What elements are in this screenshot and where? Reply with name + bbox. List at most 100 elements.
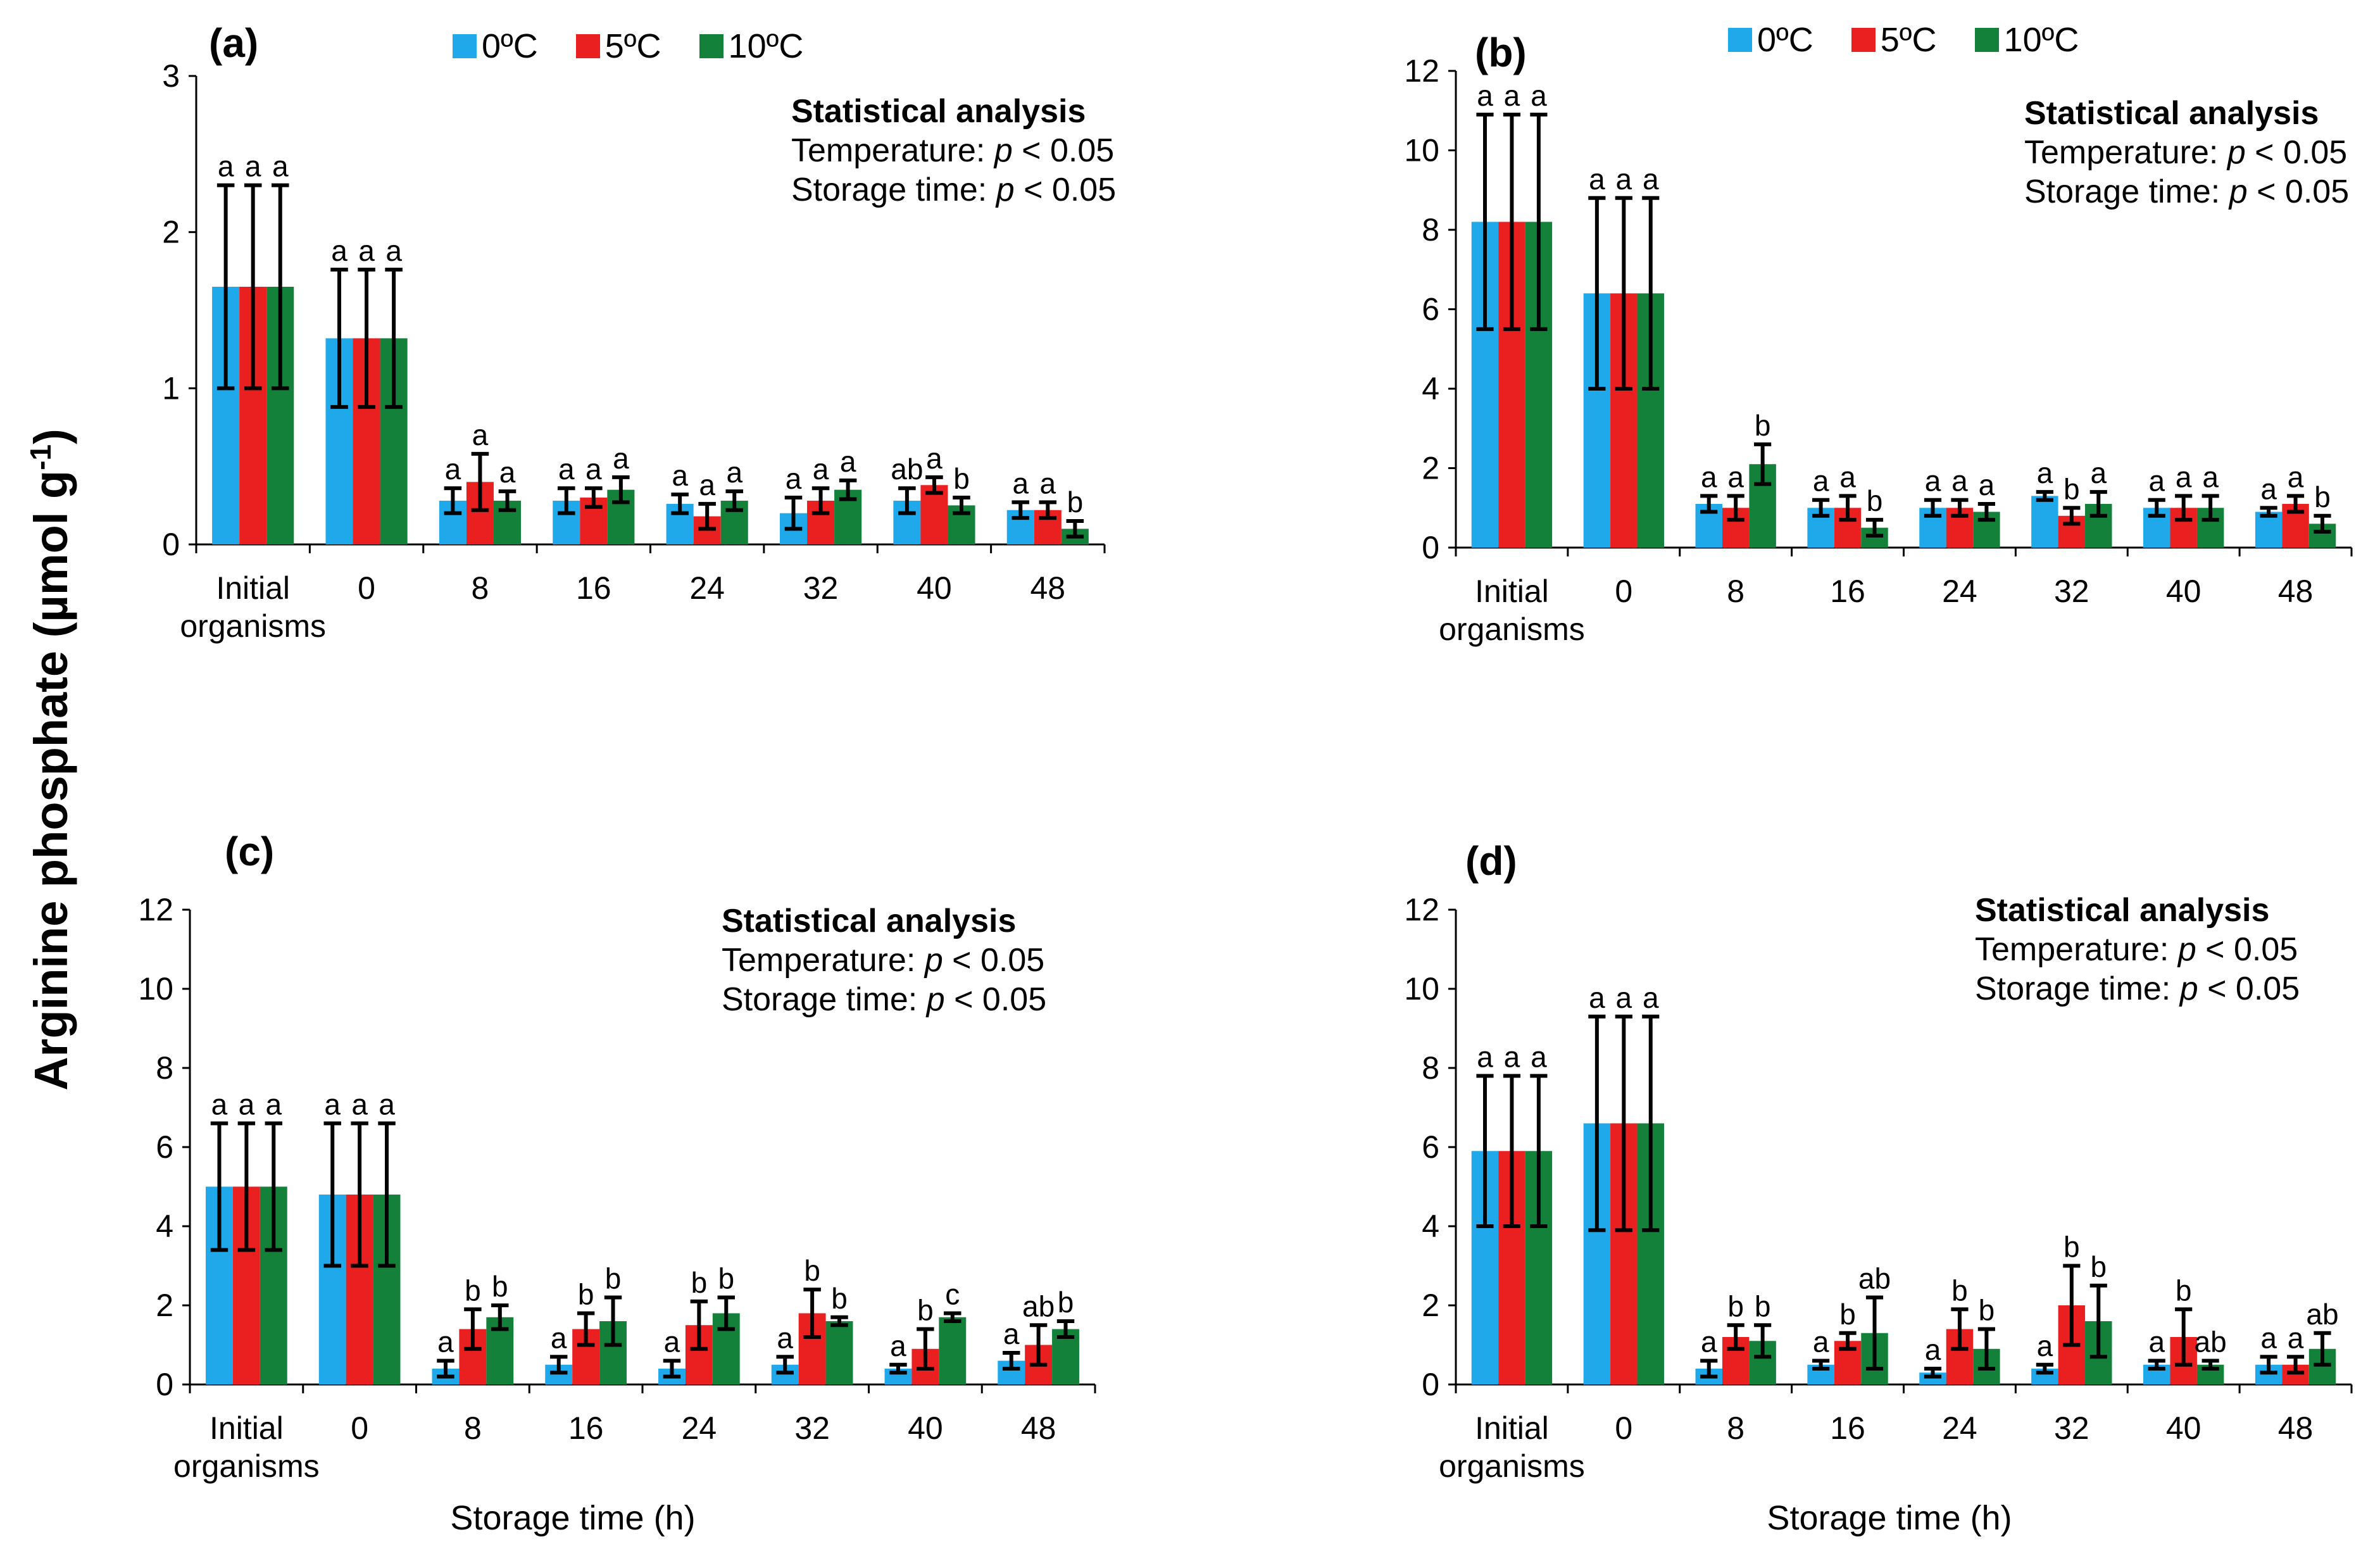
bar-5c [920,485,948,544]
significance-letter: a [245,150,261,183]
significance-letter: a [1727,460,1744,493]
significance-letter: a [1925,1333,1941,1366]
x-tick-label: 16 [568,1410,604,1446]
significance-letter: b [492,1270,508,1303]
x-tick-label: 0 [1615,574,1632,609]
significance-letter: a [1504,1041,1520,1074]
stats-storage: Storage time: p < 0.05 [791,172,1117,208]
significance-letter: a [586,453,602,486]
significance-letter: a [379,1088,395,1121]
y-tick-label: 2 [1422,451,1439,486]
legend-item-0c: 0ºC [1728,20,1813,60]
significance-letter: a [1531,1041,1547,1074]
significance-letter: a [2148,1326,2165,1359]
y-tick-label: 2 [162,215,180,250]
significance-letter: ab [1858,1262,1891,1295]
significance-letter: a [1839,460,1856,493]
significance-letter: a [1477,1041,1493,1074]
significance-letter: a [265,1088,282,1121]
x-tick-label: 16 [1830,1410,1865,1446]
significance-letter: a [2176,460,2192,493]
significance-letter: b [465,1274,481,1307]
stats-storage: Storage time: p < 0.05 [722,981,1047,1018]
significance-letter: b [2064,472,2080,505]
significance-letter: a [1531,79,1547,112]
stats-title: Statistical analysis [791,93,1086,130]
y-tick-label: 8 [1422,1050,1439,1086]
significance-letter: b [1058,1286,1074,1319]
x-tick-label: organisms [1439,1448,1585,1484]
panel-title: (a) [209,20,258,66]
stats-temperature: Temperature: p < 0.05 [2024,134,2348,171]
significance-letter: a [726,456,742,489]
significance-letter: a [331,234,348,267]
bar-10c [939,1317,967,1384]
x-tick-label: 24 [1942,574,1977,609]
significance-letter: a [786,462,802,495]
significance-letter: a [2037,1329,2053,1362]
significance-letter: b [2090,1250,2107,1283]
stats-box-c: Statistical analysis Temperature: p < 0.… [722,901,1046,1019]
x-tick-label: 32 [794,1410,830,1446]
stats-temperature: Temperature: p < 0.05 [1975,931,2298,968]
legend-item-10c: 10ºC [699,27,803,66]
significance-letter: a [2148,465,2165,498]
significance-letter: a [1979,468,1995,501]
significance-letter: b [2064,1231,2080,1264]
significance-letter: a [1643,981,1659,1014]
significance-letter: a [2288,460,2304,493]
significance-letter: a [218,150,234,183]
significance-letter: ab [2195,1326,2227,1359]
y-tick-label: 12 [1404,53,1439,89]
y-tick-label: 2 [156,1288,173,1323]
x-tick-label: 48 [2278,574,2314,609]
stats-temperature: Temperature: p < 0.05 [791,132,1115,169]
y-tick-label: 10 [1404,133,1439,168]
y-tick-label: 10 [138,971,173,1007]
significance-letter: a [445,453,461,486]
legend-a: 0ºC 5ºC 10ºC [453,27,841,66]
significance-letter: b [1867,484,1883,517]
x-tick-label: 24 [682,1410,717,1446]
significance-letter: b [917,1294,934,1327]
stats-box-a: Statistical analysis Temperature: p < 0.… [791,92,1116,210]
x-tick-label: 32 [2054,1410,2089,1446]
y-tick-label: 0 [162,527,180,562]
significance-letter: a [1040,467,1056,499]
significance-letter: b [1839,1298,1856,1331]
x-tick-label: Initial [210,1410,284,1446]
significance-letter: a [1589,981,1605,1014]
significance-letter: ab [1022,1290,1055,1322]
stats-title: Statistical analysis [2024,95,2319,132]
panel-d: (d) 0 2 4 6 8 10 12 Initial organisms 0 8 16 24 32 40 48… [1190,780,2380,1560]
panel-a: (a) 0 1 2 3 Initial organisms 0 8 16 24 32 40 48 a a a a a… [0,0,1190,780]
significance-letter: c [945,1278,960,1311]
stats-temperature: Temperature: p < 0.05 [722,942,1045,979]
significance-letter: a [211,1088,228,1121]
significance-letter: a [558,453,575,486]
significance-letter: a [1616,981,1632,1014]
significance-letter: a [1477,79,1493,112]
y-tick-label: 12 [138,892,173,927]
significance-letter: ab [2306,1298,2338,1331]
panel-title: (b) [1475,30,1527,75]
y-tick-label: 8 [1422,212,1439,248]
panel-title: (d) [1465,838,1517,884]
legend-swatch [575,34,600,58]
significance-letter: a [664,1326,680,1359]
x-tick-label: 40 [917,570,952,606]
y-tick-label: 6 [156,1129,173,1165]
x-tick-label: 40 [2166,574,2202,609]
x-tick-label: 16 [1830,574,1865,609]
significance-letter: a [699,468,715,501]
significance-letter: a [1643,163,1659,196]
significance-letter: a [1813,465,1829,498]
significance-letter: a [358,234,375,267]
x-tick-label: 48 [1030,570,1066,606]
legend-swatch [1728,28,1752,52]
significance-letter: a [499,456,516,489]
x-axis-label-d: Storage time (h) [1767,1499,2012,1537]
significance-letter: a [351,1088,368,1121]
significance-letter: b [578,1278,594,1311]
